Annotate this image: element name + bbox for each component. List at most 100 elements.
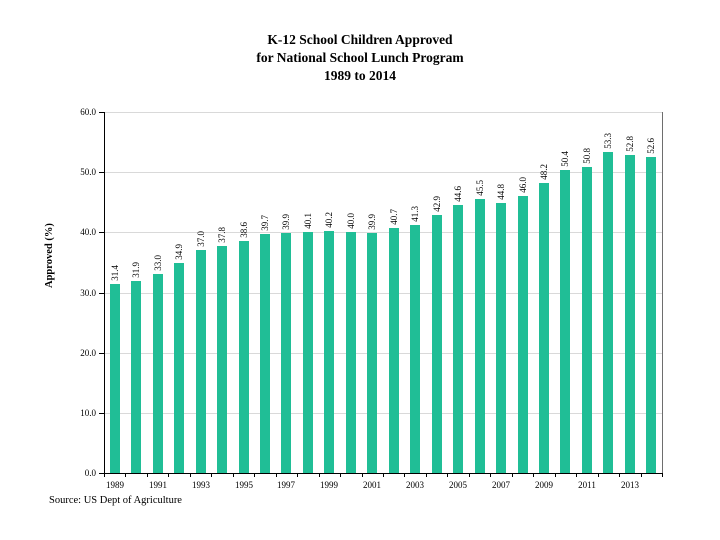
bar (367, 233, 377, 473)
y-tick-label: 20.0 (80, 348, 96, 358)
x-axis-tick (104, 473, 105, 477)
x-axis-tick (254, 473, 255, 477)
x-axis-tick (319, 473, 320, 477)
chart-title-line-1: K-12 School Children Approved (267, 32, 453, 47)
x-tick-label: 2001 (363, 480, 381, 490)
bar (389, 228, 399, 473)
y-axis-tick (99, 232, 104, 233)
y-tick-label: 10.0 (80, 408, 96, 418)
bar (496, 203, 506, 473)
x-axis-tick (447, 473, 448, 477)
x-axis-tick (340, 473, 341, 477)
bar (131, 281, 141, 473)
y-tick-label: 30.0 (80, 288, 96, 298)
bar-value-label: 52.6 (646, 138, 656, 154)
y-tick-label: 50.0 (80, 167, 96, 177)
bar (303, 232, 313, 473)
y-tick-label: 60.0 (80, 107, 96, 117)
x-tick-label: 1991 (149, 480, 167, 490)
x-axis-tick (362, 473, 363, 477)
bar (346, 232, 356, 473)
gridline (104, 112, 662, 113)
x-axis-tick (168, 473, 169, 477)
source-note: Source: US Dept of Agriculture (49, 495, 182, 506)
gridline (104, 413, 662, 414)
y-axis-tick (99, 293, 104, 294)
x-axis-tick (512, 473, 513, 477)
bar-value-label: 44.6 (453, 186, 463, 202)
x-axis-tick (404, 473, 405, 477)
bar (217, 246, 227, 473)
bar (539, 183, 549, 473)
x-tick-label: 2007 (492, 480, 510, 490)
x-axis-tick (383, 473, 384, 477)
x-axis-tick (426, 473, 427, 477)
x-axis-tick (662, 473, 663, 477)
bar-value-label: 39.9 (281, 214, 291, 230)
x-tick-label: 1993 (192, 480, 210, 490)
y-tick-label: 0.0 (84, 468, 96, 478)
gridline (104, 293, 662, 294)
bar-value-label: 40.7 (389, 209, 399, 225)
x-axis-tick (598, 473, 599, 477)
bar-value-label: 50.8 (582, 148, 592, 164)
y-axis-tick (99, 353, 104, 354)
bar (239, 241, 249, 473)
y-tick-label: 40.0 (80, 227, 96, 237)
bar-value-label: 42.9 (432, 196, 442, 212)
bar-value-label: 31.4 (110, 265, 120, 281)
gridline (104, 353, 662, 354)
x-tick-label: 1995 (235, 480, 253, 490)
x-axis-tick (190, 473, 191, 477)
bar-value-label: 41.3 (410, 206, 420, 222)
bar (582, 167, 592, 473)
y-axis-tick (99, 172, 104, 173)
bar-value-label: 38.6 (239, 222, 249, 238)
x-axis-tick (555, 473, 556, 477)
bar (410, 225, 420, 473)
x-axis-tick (125, 473, 126, 477)
x-tick-label: 2003 (406, 480, 424, 490)
bar (603, 152, 613, 473)
bar (281, 233, 291, 473)
bar-value-label: 48.2 (539, 164, 549, 180)
x-axis-tick (533, 473, 534, 477)
x-axis-tick (233, 473, 234, 477)
bar-value-label: 33.0 (153, 255, 163, 271)
chart-title-line-2: for National School Lunch Program (256, 50, 464, 65)
bar (518, 196, 528, 473)
bar-value-label: 53.3 (603, 133, 613, 149)
bar-value-label: 46.0 (518, 177, 528, 193)
chart-title: K-12 School Children Approved for Nation… (0, 31, 720, 85)
x-axis-tick (619, 473, 620, 477)
bar (475, 199, 485, 473)
x-tick-label: 1989 (106, 480, 124, 490)
bar (625, 155, 635, 473)
bar-value-label: 40.0 (346, 213, 356, 229)
y-axis-tick (99, 112, 104, 113)
bar (153, 274, 163, 473)
gridline (104, 172, 662, 173)
bar (646, 157, 656, 473)
x-tick-label: 2005 (449, 480, 467, 490)
plot-border-right (662, 112, 663, 473)
bar-value-label: 37.0 (196, 231, 206, 247)
x-axis-tick (276, 473, 277, 477)
gridline (104, 232, 662, 233)
y-axis-line (104, 112, 105, 473)
bar (174, 263, 184, 473)
bar-value-label: 50.4 (560, 151, 570, 167)
bar (260, 234, 270, 473)
bar (453, 205, 463, 473)
x-tick-label: 2009 (535, 480, 553, 490)
bar-value-label: 31.9 (131, 262, 141, 278)
bar-value-label: 40.1 (303, 213, 313, 229)
x-axis-tick (576, 473, 577, 477)
bar (324, 231, 334, 473)
bar-value-label: 34.9 (174, 244, 184, 260)
bar-value-label: 45.5 (475, 180, 485, 196)
x-axis-tick (211, 473, 212, 477)
x-tick-label: 1997 (277, 480, 295, 490)
y-axis-tick (99, 413, 104, 414)
